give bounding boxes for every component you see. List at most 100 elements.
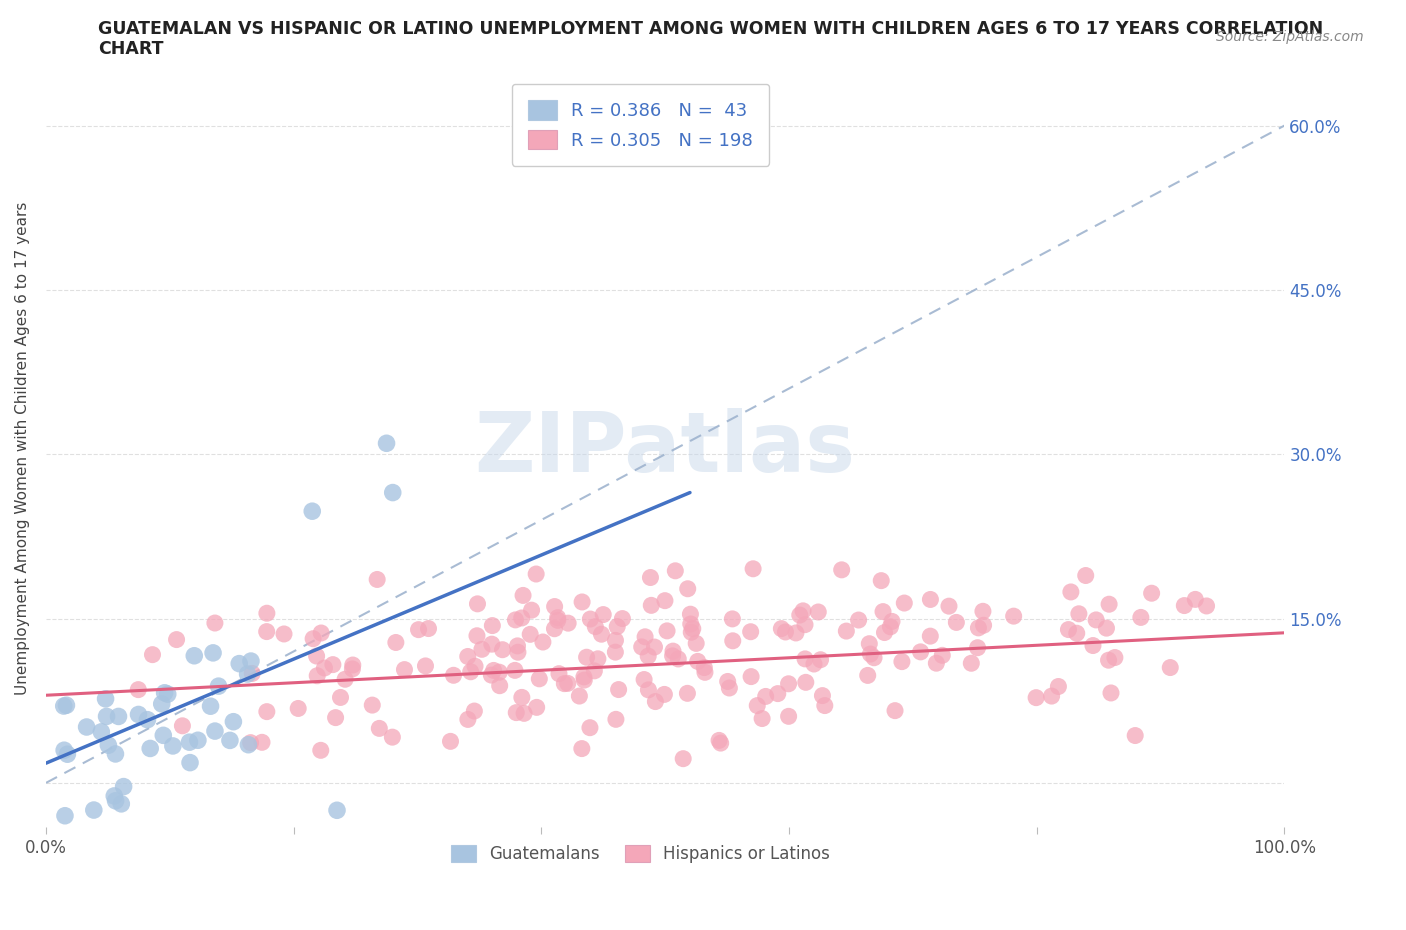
- Point: [1184, 592, 1206, 607]
- Point: [325, 711, 347, 725]
- Point: [814, 698, 837, 713]
- Point: [491, 643, 513, 658]
- Point: [655, 623, 678, 638]
- Point: [128, 707, 150, 722]
- Point: [605, 644, 627, 659]
- Point: [1047, 679, 1070, 694]
- Point: [848, 613, 870, 628]
- Point: [228, 657, 250, 671]
- Point: [482, 663, 505, 678]
- Point: [579, 612, 602, 627]
- Point: [301, 504, 323, 519]
- Y-axis label: Unemployment Among Women with Children Ages 6 to 17 years: Unemployment Among Women with Children A…: [15, 202, 30, 696]
- Point: [250, 735, 273, 750]
- Point: [172, 718, 194, 733]
- Point: [152, 728, 174, 743]
- Point: [770, 621, 793, 636]
- Point: [329, 690, 352, 705]
- Point: [1040, 688, 1063, 703]
- Point: [381, 485, 404, 500]
- Point: [792, 604, 814, 618]
- Point: [571, 594, 593, 609]
- Point: [740, 624, 762, 639]
- Point: [681, 625, 703, 640]
- Point: [202, 645, 225, 660]
- Point: [1081, 638, 1104, 653]
- Point: [637, 683, 659, 698]
- Point: [467, 596, 489, 611]
- Point: [110, 796, 132, 811]
- Point: [1099, 685, 1122, 700]
- Point: [1140, 586, 1163, 601]
- Point: [884, 703, 907, 718]
- Point: [685, 636, 707, 651]
- Point: [506, 644, 529, 659]
- Point: [127, 683, 149, 698]
- Point: [1159, 660, 1181, 675]
- Point: [666, 652, 689, 667]
- Point: [972, 604, 994, 618]
- Point: [510, 610, 533, 625]
- Point: [612, 611, 634, 626]
- Point: [1129, 610, 1152, 625]
- Point: [1025, 690, 1047, 705]
- Point: [256, 605, 278, 620]
- Point: [457, 649, 479, 664]
- Point: [141, 647, 163, 662]
- Point: [166, 632, 188, 647]
- Point: [557, 676, 579, 691]
- Point: [524, 566, 547, 581]
- Point: [676, 686, 699, 701]
- Point: [1057, 622, 1080, 637]
- Point: [794, 675, 817, 690]
- Point: [236, 667, 259, 682]
- Point: [1066, 626, 1088, 641]
- Point: [583, 663, 606, 678]
- Point: [858, 636, 880, 651]
- Point: [104, 747, 127, 762]
- Point: [718, 681, 741, 696]
- Point: [439, 734, 461, 749]
- Point: [309, 743, 332, 758]
- Point: [465, 629, 488, 644]
- Text: Source: ZipAtlas.com: Source: ZipAtlas.com: [1216, 30, 1364, 44]
- Point: [107, 709, 129, 724]
- Point: [810, 652, 832, 667]
- Point: [879, 619, 901, 634]
- Point: [679, 617, 702, 631]
- Point: [361, 698, 384, 712]
- Point: [643, 640, 665, 655]
- Point: [543, 621, 565, 636]
- Text: ZIPatlas: ZIPatlas: [475, 408, 856, 489]
- Point: [640, 598, 662, 613]
- Point: [863, 650, 886, 665]
- Point: [187, 733, 209, 748]
- Point: [204, 616, 226, 631]
- Point: [513, 706, 536, 721]
- Point: [53, 743, 76, 758]
- Point: [910, 644, 932, 659]
- Point: [488, 665, 510, 680]
- Point: [415, 658, 437, 673]
- Point: [682, 621, 704, 636]
- Point: [630, 640, 652, 655]
- Point: [240, 666, 263, 681]
- Point: [156, 686, 179, 701]
- Point: [1104, 650, 1126, 665]
- Point: [368, 721, 391, 736]
- Point: [53, 808, 76, 823]
- Point: [408, 622, 430, 637]
- Point: [873, 625, 896, 640]
- Point: [112, 779, 135, 794]
- Legend: Guatemalans, Hispanics or Latinos: Guatemalans, Hispanics or Latinos: [443, 836, 838, 871]
- Point: [579, 720, 602, 735]
- Point: [1195, 599, 1218, 614]
- Point: [519, 627, 541, 642]
- Point: [55, 698, 77, 712]
- Point: [893, 595, 915, 610]
- Point: [811, 688, 834, 703]
- Point: [568, 688, 591, 703]
- Point: [835, 624, 858, 639]
- Point: [547, 613, 569, 628]
- Point: [973, 618, 995, 632]
